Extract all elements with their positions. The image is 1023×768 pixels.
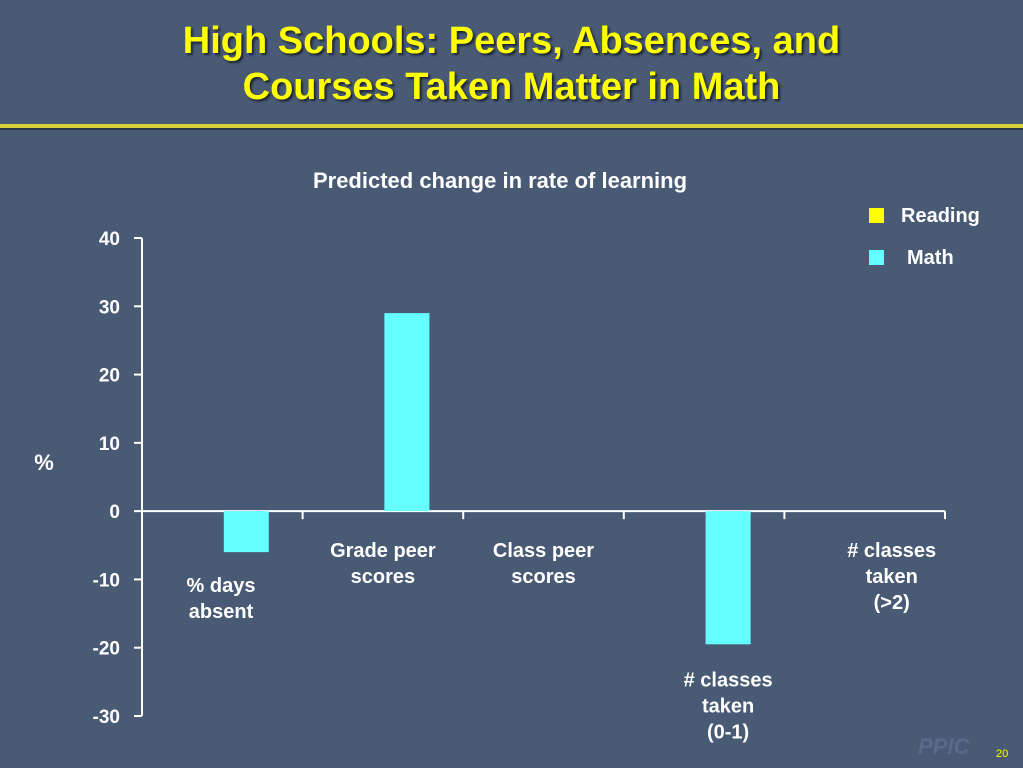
y-tick-label: 0: [109, 502, 120, 523]
y-axis-label: %: [34, 450, 54, 475]
category-label: scores: [351, 566, 416, 588]
legend-swatch-math: [869, 250, 884, 265]
y-tick-label: 20: [99, 366, 120, 387]
legend-swatch-reading: [869, 208, 884, 223]
bar-math: [223, 511, 269, 553]
category-label: # classes: [684, 669, 773, 691]
category-label: % days: [187, 575, 256, 597]
title-divider: [0, 124, 1023, 128]
y-tick-label: 40: [99, 229, 120, 250]
slide-title: High Schools: Peers, Absences, and Cours…: [0, 18, 1023, 110]
y-tick-label: 30: [99, 297, 120, 318]
category-label: taken: [866, 566, 918, 588]
category-label: # classes: [847, 540, 936, 562]
category-label: (>2): [874, 592, 910, 614]
bar-math: [384, 313, 430, 512]
category-label: absent: [189, 601, 254, 623]
y-tick-label: -10: [93, 570, 120, 591]
y-tick-label: -20: [93, 639, 120, 660]
title-divider-shadow: [0, 128, 1023, 130]
y-tick-label: -30: [93, 707, 120, 728]
category-label: taken: [702, 695, 754, 717]
slide-title-line-2: Courses Taken Matter in Math: [242, 66, 781, 108]
page-number: 20: [996, 748, 1009, 760]
legend-label-math: Math: [907, 247, 954, 269]
category-label: Class peer: [493, 540, 594, 562]
y-tick-label: 10: [99, 434, 120, 455]
ppic-logo: PPIC: [918, 734, 970, 759]
legend-label-reading: Reading: [901, 205, 980, 227]
category-label: Grade peer: [330, 540, 436, 562]
category-label: (0-1): [707, 721, 749, 743]
slide-title-line-1: High Schools: Peers, Absences, and: [182, 20, 841, 62]
bar-math: [705, 511, 751, 645]
chart-title: Predicted change in rate of learning: [313, 168, 687, 193]
category-label: scores: [511, 566, 576, 588]
